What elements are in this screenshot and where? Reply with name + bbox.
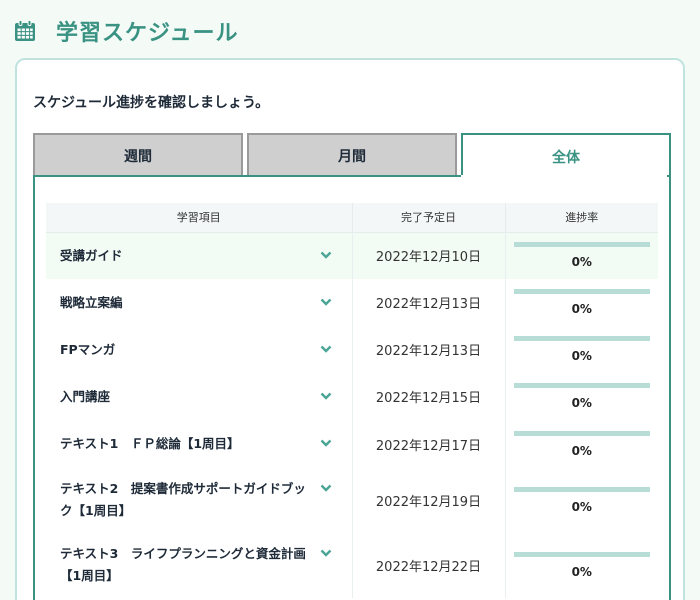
progress-cell: 0%: [505, 326, 658, 373]
chevron-down-icon[interactable]: [320, 392, 332, 400]
progress-percent: 0%: [571, 396, 592, 410]
due-date: 2022年12月22日: [352, 532, 506, 598]
chevron-down-icon[interactable]: [320, 549, 332, 557]
progress-cell: 0%: [505, 373, 658, 420]
progress-percent: 0%: [571, 443, 592, 458]
table-row[interactable]: テキスト1 ＦＰ総論【1周目】 2022年12月17日 0%: [46, 420, 658, 468]
progress-percent: 0%: [571, 564, 592, 579]
progress-bar: [513, 486, 650, 492]
progress-bar: [513, 430, 650, 436]
header-item: 学習項目: [46, 203, 353, 233]
progress-bar: [513, 289, 650, 294]
chevron-down-icon[interactable]: [320, 345, 332, 353]
intro-text: スケジュール進捗を確認しましょう。: [33, 95, 270, 111]
tab-bar: 週間 月間 全体: [33, 133, 671, 179]
progress-percent: 0%: [571, 349, 592, 363]
item-label: 受講ガイド: [60, 247, 123, 263]
table-header-row: 学習項目 完了予定日 進捗率: [46, 203, 658, 233]
due-date: 2022年12月17日: [352, 420, 506, 468]
progress-percent: 0%: [571, 499, 592, 514]
tab-monthly[interactable]: 月間: [247, 133, 457, 177]
progress-cell: 0%: [505, 420, 658, 468]
page-title: 学習スケジュール: [56, 21, 239, 46]
progress-bar: [513, 336, 650, 341]
item-label: FPマンガ: [60, 341, 116, 357]
progress-bar: [513, 551, 650, 557]
schedule-card: スケジュール進捗を確認しましょう。 週間 月間 全体 学習項目 完了予定日 進捗…: [15, 58, 685, 600]
progress-cell: 0%: [505, 279, 658, 326]
tab-weekly[interactable]: 週間: [33, 133, 243, 177]
table-row[interactable]: 入門講座 2022年12月15日 0%: [46, 373, 658, 420]
item-label: 戦略立案編: [60, 294, 123, 310]
chevron-down-icon[interactable]: [320, 484, 332, 492]
due-date: 2022年12月15日: [352, 373, 506, 420]
header-progress: 進捗率: [505, 203, 658, 233]
progress-cell: 0%: [505, 232, 658, 279]
item-label: 入門講座: [60, 388, 111, 404]
tab-overall[interactable]: 全体: [461, 133, 671, 179]
header-date: 完了予定日: [352, 203, 506, 233]
table-row[interactable]: 戦略立案編 2022年12月13日 0%: [46, 279, 658, 326]
calendar-icon: [15, 20, 35, 41]
due-date: 2022年12月19日: [352, 468, 506, 532]
item-label: テキスト1 ＦＰ総論【1周目】: [60, 436, 240, 451]
progress-cell: 0%: [505, 468, 658, 532]
progress-percent: 0%: [571, 302, 592, 316]
due-date: 2022年12月10日: [352, 232, 506, 279]
progress-cell: 0%: [505, 532, 658, 598]
item-label: テキスト3 ライフプランニングと資金計画【1周目】: [60, 546, 306, 583]
page-header: 学習スケジュール: [14, 14, 238, 48]
chevron-down-icon[interactable]: [320, 251, 332, 259]
progress-bar: [513, 383, 650, 388]
table-row[interactable]: 受講ガイド 2022年12月10日 0%: [46, 232, 658, 279]
chevron-down-icon[interactable]: [320, 298, 332, 306]
table-row[interactable]: テキスト2 提案書作成サポートガイドブック【1周目】 2022年12月19日 0…: [46, 468, 658, 532]
item-label: テキスト2 提案書作成サポートガイドブック【1周目】: [60, 481, 306, 518]
due-date: 2022年12月13日: [352, 279, 506, 326]
progress-bar: [513, 242, 650, 248]
table-row[interactable]: FPマンガ 2022年12月13日 0%: [46, 326, 658, 373]
progress-percent: 0%: [571, 255, 592, 270]
due-date: 2022年12月13日: [352, 326, 506, 373]
table-row[interactable]: テキスト3 ライフプランニングと資金計画【1周目】 2022年12月22日 0%: [46, 532, 658, 598]
chevron-down-icon[interactable]: [320, 439, 332, 447]
tab-panel-overall: 学習項目 完了予定日 進捗率 受講ガイド 2022年12月10日 0% 戦略立案…: [33, 175, 671, 600]
schedule-table: 学習項目 完了予定日 進捗率 受講ガイド 2022年12月10日 0% 戦略立案…: [46, 203, 658, 598]
